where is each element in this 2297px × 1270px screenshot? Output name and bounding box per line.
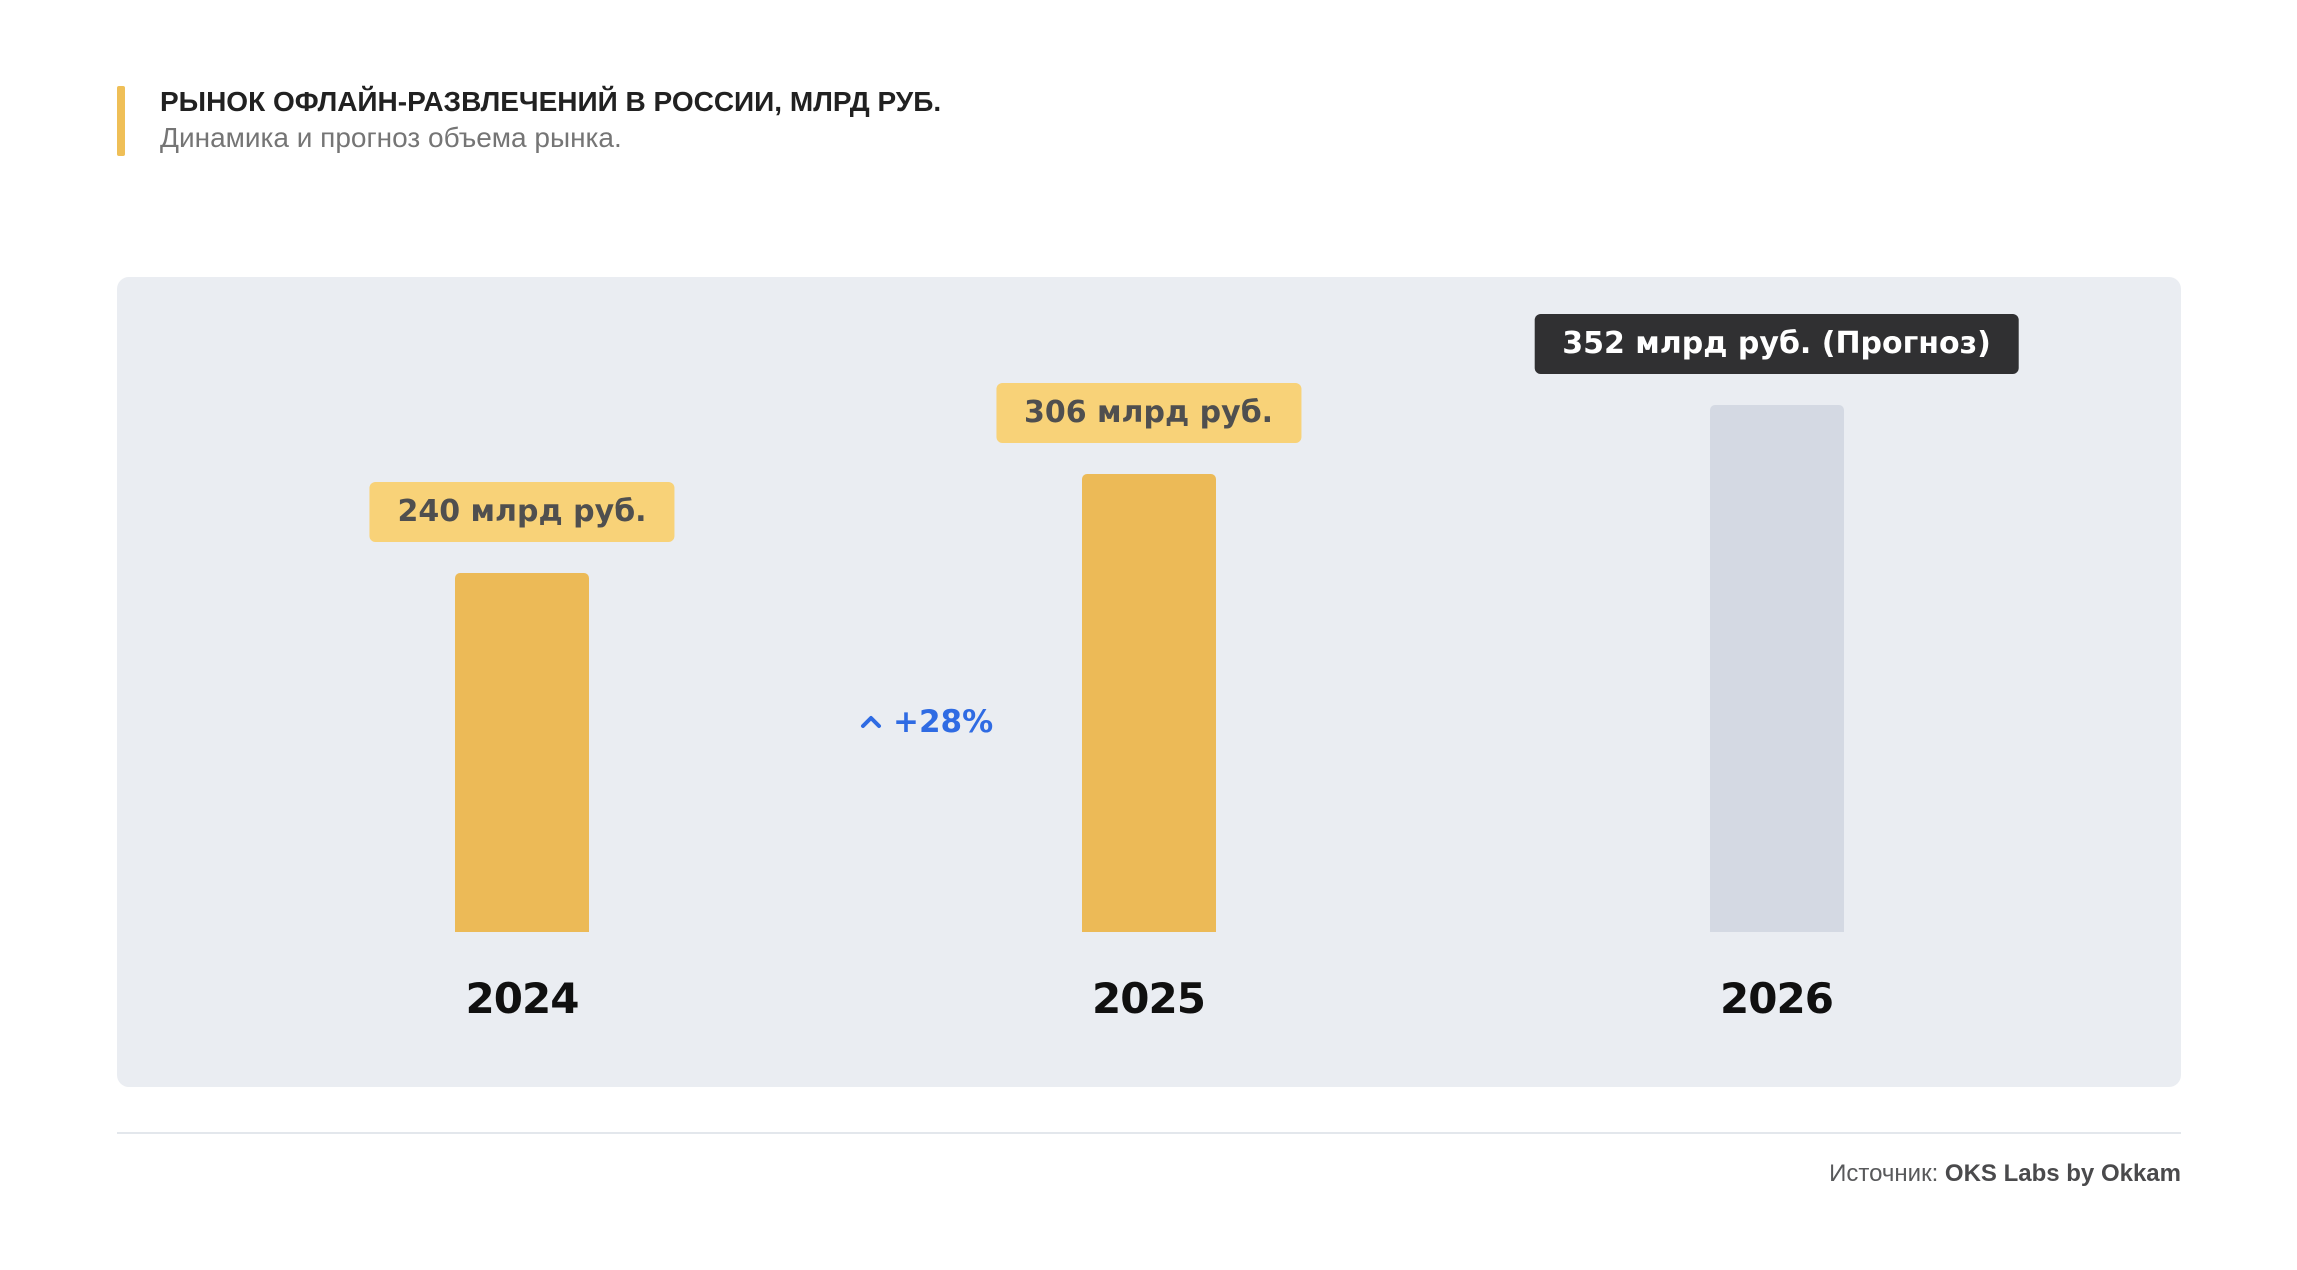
axis-label-2026: 2026: [1720, 974, 1834, 1023]
page-subtitle: Динамика и прогноз объема рынка.: [160, 122, 622, 153]
bar-2024: [455, 573, 589, 932]
bar-2025: [1081, 474, 1216, 932]
accent-bar: [117, 86, 125, 156]
source-note: Источник: OKS Labs by Okkam: [1829, 1160, 2181, 1188]
growth-annotation: +28%: [859, 704, 993, 740]
chevron-up-icon: [859, 714, 883, 730]
chart-panel: 240 млрд руб. 2024 306 млрд руб. 2025 352 мл…: [117, 277, 2181, 1087]
header-text: РЫНОК ОФЛАЙН-РАЗВЛЕЧЕНИЙ В РОССИИ, МЛРД …: [160, 84, 941, 156]
source-label: Источник:: [1829, 1160, 1939, 1187]
value-badge-2026: 352 млрд руб. (Прогноз): [1534, 314, 2019, 374]
growth-value: +28%: [893, 704, 994, 740]
chart-header: РЫНОК ОФЛАЙН-РАЗВЛЕЧЕНИЙ В РОССИИ, МЛРД …: [117, 84, 941, 156]
bar-2026: [1709, 405, 1844, 932]
page-title: РЫНОК ОФЛАЙН-РАЗВЛЕЧЕНИЙ В РОССИИ, МЛРД …: [160, 86, 942, 117]
axis-label-2025: 2025: [1092, 974, 1206, 1023]
value-badge-2025: 306 млрд руб.: [995, 383, 1302, 443]
source-value: OKS Labs by Okkam: [1944, 1160, 2181, 1187]
value-badge-2024: 240 млрд руб.: [369, 482, 675, 542]
bars-area: 240 млрд руб. 2024 306 млрд руб. 2025 352 мл…: [117, 277, 2181, 1087]
footer-divider: [117, 1132, 2181, 1134]
axis-label-2024: 2024: [465, 974, 580, 1023]
